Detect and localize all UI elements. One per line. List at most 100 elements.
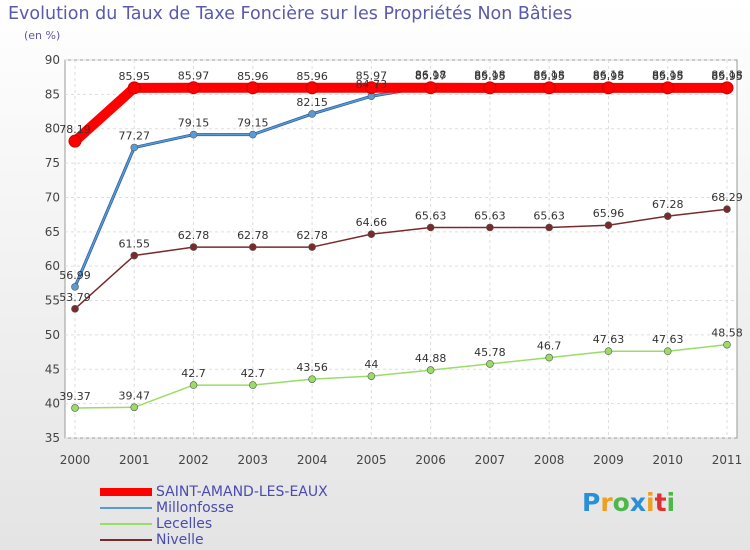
data-point [542, 81, 556, 95]
series-line-lecelles [74, 343, 728, 409]
legend-swatch [100, 539, 152, 541]
data-point [545, 223, 553, 232]
data-point [189, 243, 198, 251]
data-point [305, 81, 319, 95]
data-label: 86.18 [593, 68, 625, 81]
data-point [249, 243, 257, 251]
series-line-saint-amand-les-eaux [71, 82, 727, 145]
data-point [130, 403, 139, 412]
data-label: 39.37 [59, 390, 91, 403]
x-tick-label: 2001 [119, 453, 150, 467]
data-label: 85.97 [178, 70, 210, 83]
data-label: 85.95 [119, 70, 151, 83]
series-points [68, 81, 734, 412]
gridlines [65, 59, 737, 439]
data-label: 67.28 [652, 198, 684, 211]
legend-label: SAINT-AMAND-LES-EAUX [156, 484, 328, 500]
data-label: 85.95 [533, 70, 565, 83]
legend-item: SAINT-AMAND-LES-EAUX [100, 484, 328, 500]
data-label: 86.18 [415, 68, 447, 81]
y-axis-unit-label: (en %) [24, 29, 61, 42]
data-point [71, 404, 79, 412]
data-label: 86.18 [474, 68, 506, 81]
data-label: 48.58 [711, 327, 743, 340]
y-axis-ticks: 35 40 45 50 55 60 65 70 75 80 85 90 [45, 53, 60, 445]
x-tick-label: 2011 [712, 453, 743, 467]
data-label: 43.56 [296, 361, 328, 374]
data-label: 65.63 [415, 209, 447, 222]
data-label: 45.78 [474, 346, 506, 359]
data-label: 64.66 [356, 216, 388, 229]
series-lines [71, 82, 728, 409]
x-tick-label: 2007 [475, 453, 506, 467]
data-label: 79.15 [178, 117, 210, 130]
data-point [71, 305, 79, 313]
y-tick-label: 85 [45, 87, 60, 101]
data-label: 44.88 [415, 352, 447, 365]
y-tick-label: 75 [45, 156, 60, 170]
data-label: 42.7 [241, 367, 266, 380]
data-label: 85.97 [356, 70, 388, 83]
series-line-nivelle [74, 208, 728, 310]
x-tick-label: 2006 [415, 453, 446, 467]
x-tick-label: 2010 [652, 453, 683, 467]
data-point [426, 223, 435, 232]
data-point [426, 366, 435, 374]
y-tick-label: 80 [45, 122, 60, 136]
y-tick-label: 50 [45, 328, 60, 342]
data-point [127, 81, 141, 95]
x-axis-ticks: 2000 2001 2002 2003 2004 2005 2006 2007 2008 2009… [60, 453, 743, 467]
x-tick-label: 2004 [297, 453, 328, 467]
legend: SAINT-AMAND-LES-EAUX Millonfosse Lecelles N… [100, 484, 328, 548]
data-point [604, 221, 613, 230]
data-label: 68.29 [711, 191, 743, 204]
y-tick-label: 55 [45, 294, 60, 308]
data-point [661, 81, 675, 95]
logo-letter: P [582, 488, 601, 517]
data-point [545, 353, 553, 362]
data-point [486, 360, 494, 368]
legend-item: Nivelle [100, 532, 328, 548]
data-label: 62.78 [178, 229, 210, 242]
data-point [189, 381, 198, 389]
data-point [663, 347, 672, 355]
legend-label: Lecelles [156, 516, 213, 532]
data-point [308, 375, 316, 383]
y-tick-label: 65 [45, 225, 60, 239]
data-label: 85.97 [415, 70, 447, 83]
data-point [486, 223, 494, 232]
data-label: 86.18 [711, 68, 743, 81]
data-label: 42.7 [181, 367, 206, 380]
x-tick-label: 2008 [534, 453, 565, 467]
data-label: 65.63 [533, 209, 565, 222]
logo-letter: t [654, 488, 667, 517]
x-tick-label: 2003 [238, 453, 269, 467]
y-tick-label: 90 [45, 53, 60, 67]
data-label: 85.95 [711, 70, 743, 83]
data-label: 39.47 [119, 389, 151, 402]
data-label: 86.18 [533, 68, 565, 81]
data-point [604, 347, 613, 355]
plot-area [64, 59, 738, 439]
logo-letter: o [612, 488, 630, 517]
data-point [308, 110, 316, 118]
data-label: 85.96 [296, 70, 328, 83]
data-point [187, 81, 201, 95]
data-label: 62.78 [296, 229, 328, 242]
data-label: 84.73 [356, 78, 388, 91]
data-point [663, 212, 672, 220]
data-label: 85.95 [593, 70, 625, 83]
logo-letter: r [600, 488, 613, 517]
data-point [367, 230, 376, 238]
data-point [424, 81, 438, 95]
x-tick-label: 2002 [178, 453, 209, 467]
data-point [249, 381, 257, 389]
legend-swatch [100, 523, 152, 525]
data-label: 47.63 [593, 333, 625, 346]
data-point [130, 143, 139, 152]
data-label: 65.96 [593, 207, 625, 220]
data-label: 65.63 [474, 209, 506, 222]
data-point [723, 340, 731, 349]
